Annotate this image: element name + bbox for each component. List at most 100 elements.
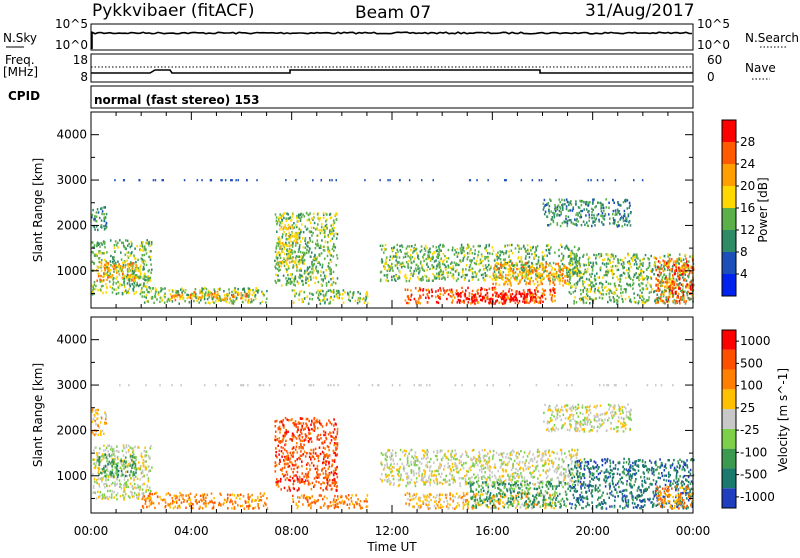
data-cell xyxy=(539,263,541,265)
data-cell xyxy=(493,267,495,269)
data-cell xyxy=(484,272,486,274)
data-cell xyxy=(127,465,129,467)
data-cell xyxy=(418,290,420,292)
data-cell xyxy=(497,275,499,277)
data-cell xyxy=(333,289,335,291)
data-cell xyxy=(289,226,291,228)
data-cell xyxy=(510,260,512,262)
data-cell xyxy=(600,292,602,294)
data-cell xyxy=(676,278,678,280)
data-cell xyxy=(330,284,332,286)
data-cell xyxy=(276,216,278,218)
data-cell xyxy=(486,289,488,291)
data-cell xyxy=(443,271,445,273)
data-cell xyxy=(114,244,116,246)
data-cell xyxy=(305,279,307,281)
data-cell xyxy=(102,494,104,496)
data-cell xyxy=(316,480,318,482)
data-cell xyxy=(220,504,222,506)
data-cell xyxy=(536,300,538,302)
data-cell xyxy=(446,257,448,259)
data-cell xyxy=(564,265,566,267)
data-cell xyxy=(482,296,484,298)
data-cell xyxy=(576,264,578,266)
data-cell xyxy=(545,298,547,300)
data-cell xyxy=(146,264,148,266)
data-cell xyxy=(495,301,497,303)
data-cell xyxy=(324,258,326,260)
data-cell xyxy=(153,179,155,181)
data-cell xyxy=(288,265,290,267)
data-cell xyxy=(552,216,554,218)
data-cell xyxy=(278,262,280,264)
data-cell xyxy=(297,280,299,282)
data-cell xyxy=(154,493,156,495)
data-cell xyxy=(278,266,280,268)
data-cell xyxy=(636,254,638,256)
data-cell xyxy=(130,274,132,276)
data-cell xyxy=(134,492,136,494)
data-cell xyxy=(527,249,529,251)
data-cell xyxy=(434,251,436,253)
data-cell xyxy=(617,262,619,264)
data-cell xyxy=(487,179,489,181)
power-scatter xyxy=(91,179,695,305)
cpid-label: CPID xyxy=(8,89,40,103)
data-cell xyxy=(460,295,462,297)
data-cell xyxy=(290,280,292,282)
data-cell xyxy=(349,291,351,293)
data-cell xyxy=(280,265,282,267)
data-cell xyxy=(602,217,604,219)
data-cell xyxy=(305,239,307,241)
data-cell xyxy=(202,507,204,509)
data-cell xyxy=(119,483,121,485)
data-cell xyxy=(290,283,292,285)
data-cell xyxy=(286,228,288,230)
data-cell xyxy=(118,470,120,472)
data-cell xyxy=(322,264,324,266)
data-cell xyxy=(185,507,187,509)
data-cell xyxy=(124,478,126,480)
data-cell xyxy=(633,292,635,294)
data-cell xyxy=(436,301,438,303)
data-cell xyxy=(457,248,459,250)
data-cell xyxy=(162,179,164,181)
data-cell xyxy=(440,293,442,295)
data-cell xyxy=(586,201,588,203)
data-cell xyxy=(610,262,612,264)
data-cell xyxy=(554,204,556,206)
data-cell xyxy=(97,273,99,275)
data-cell xyxy=(147,275,149,277)
data-cell xyxy=(246,505,248,507)
data-cell xyxy=(474,249,476,251)
data-cell xyxy=(590,290,592,292)
data-cell xyxy=(342,293,344,295)
data-cell xyxy=(145,296,147,298)
data-cell xyxy=(613,300,615,302)
data-cell xyxy=(529,289,531,291)
data-cell xyxy=(208,302,210,304)
data-cell xyxy=(135,258,137,260)
data-cell xyxy=(537,296,539,298)
data-cell xyxy=(398,276,400,278)
data-cell xyxy=(119,239,121,241)
data-cell xyxy=(325,225,327,227)
data-cell xyxy=(479,270,481,272)
data-cell xyxy=(324,230,326,232)
data-cell xyxy=(94,254,96,256)
data-cell xyxy=(116,282,118,284)
data-cell xyxy=(436,246,438,248)
data-cell xyxy=(232,296,234,298)
data-cell xyxy=(250,289,252,291)
data-cell xyxy=(612,213,614,215)
data-cell xyxy=(101,226,103,228)
data-cell xyxy=(587,204,589,206)
data-cell xyxy=(96,452,98,454)
data-cell xyxy=(224,294,226,296)
data-cell xyxy=(461,276,463,278)
data-cell xyxy=(238,179,240,181)
data-cell xyxy=(553,287,555,289)
data-cell xyxy=(276,231,278,233)
data-cell xyxy=(317,421,319,423)
data-cell xyxy=(577,220,579,222)
